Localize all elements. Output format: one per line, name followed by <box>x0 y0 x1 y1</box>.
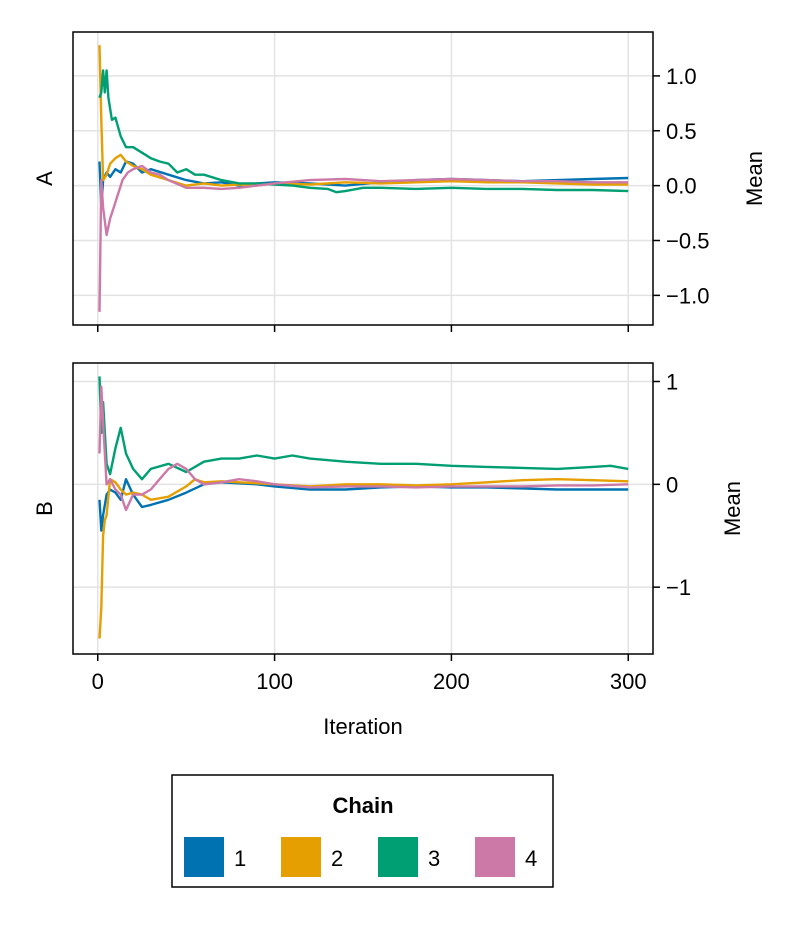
series-line-chain-3 <box>98 376 629 481</box>
y-tick-label: −1.0 <box>666 283 709 308</box>
legend-label-chain-1: 1 <box>234 846 246 871</box>
plot-frame <box>72 31 654 326</box>
panel-b: −1 0 1 0 100 200 300 B Mean Iteration <box>32 362 745 739</box>
x-axis-title: Iteration <box>323 714 403 739</box>
y-tick-label: 0.0 <box>666 174 697 199</box>
panel-label: A <box>32 171 57 186</box>
plot-frame <box>72 362 654 655</box>
x-tick-label: 100 <box>256 669 293 694</box>
series-line-chain-4 <box>98 385 629 512</box>
y-tick-label: −1 <box>666 575 691 600</box>
x-tick-label: 200 <box>433 669 470 694</box>
panel-label: B <box>32 501 57 516</box>
y-tick-label: 1.0 <box>666 64 697 89</box>
x-tick-label: 300 <box>610 669 647 694</box>
legend: Chain 1 2 3 4 <box>171 774 554 888</box>
legend-swatch-chain-1 <box>184 837 224 877</box>
series-line-chain-2 <box>98 45 629 187</box>
legend-label-chain-2: 2 <box>331 846 343 871</box>
y-tick-label: −0.5 <box>666 229 709 254</box>
y-tick-label: 0.5 <box>666 119 697 144</box>
panel-a: −1.0 −0.5 0.0 0.5 1.0 A Mean <box>32 31 767 332</box>
legend-label-chain-3: 3 <box>428 846 440 871</box>
y-axis-title: Mean <box>720 481 745 536</box>
series-line-chain-2 <box>98 478 629 639</box>
legend-swatch-chain-4 <box>475 837 515 877</box>
legend-swatch-chain-3 <box>378 837 418 877</box>
y-axis-title: Mean <box>742 151 767 206</box>
y-tick-label: 0 <box>666 472 678 497</box>
series-line-chain-3 <box>98 69 629 194</box>
x-tick-label: 0 <box>92 669 104 694</box>
legend-label-chain-4: 4 <box>525 846 537 871</box>
series-line-chain-4 <box>98 164 629 312</box>
legend-swatch-chain-2 <box>281 837 321 877</box>
legend-title: Chain <box>332 793 393 818</box>
y-tick-label: 1 <box>666 370 678 395</box>
